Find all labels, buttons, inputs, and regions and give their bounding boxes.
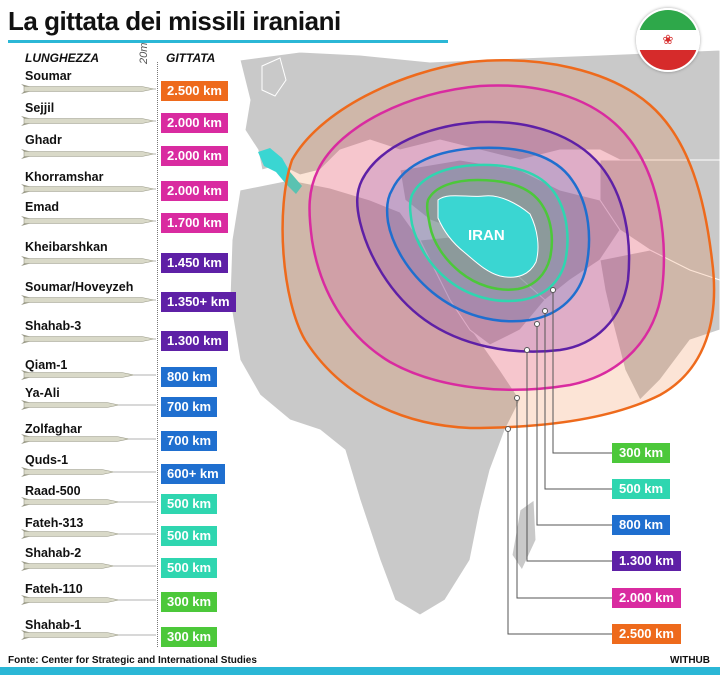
flag-red-stripe <box>638 50 698 70</box>
missile-silhouette <box>21 256 156 266</box>
range-badge: 2.000 km <box>161 181 228 201</box>
ring-label-300km: 300 km <box>612 443 671 463</box>
source-note: Fonte: Center for Strategic and Internat… <box>8 655 257 666</box>
missile-silhouette <box>21 216 156 226</box>
range-badge: 800 km <box>161 367 218 387</box>
dot-1300km <box>524 347 530 353</box>
leader-2500km <box>507 429 612 635</box>
missile-name: Soumar <box>25 69 72 83</box>
europe-landmass <box>239 49 720 176</box>
range-badge: 500 km <box>161 526 218 546</box>
missile-silhouette <box>21 370 156 380</box>
scale-line <box>157 62 158 647</box>
title-rule <box>8 40 448 43</box>
range-badge: 300 km <box>161 592 218 612</box>
missile-silhouette <box>21 149 156 159</box>
ring-label-2000km: 2.000 km <box>612 588 681 608</box>
range-badge: 500 km <box>161 558 218 578</box>
range-badge: 2.000 km <box>161 146 228 166</box>
missile-name: Fateh-313 <box>25 516 84 530</box>
ring-label-2500km: 2.500 km <box>612 624 681 644</box>
range-header: GITTATA <box>166 51 216 65</box>
missile-name: Shahab-1 <box>25 618 82 632</box>
missile-name: Fateh-110 <box>25 582 83 596</box>
missile-silhouette <box>21 561 156 571</box>
missile-name: Kheibarshkan <box>25 240 108 254</box>
missile-name: Raad-500 <box>25 484 81 498</box>
range-badge: 600+ km <box>161 464 225 484</box>
missile-silhouette <box>21 334 156 344</box>
length-header: LUNGHEZZA <box>25 51 99 65</box>
ring-label-1300km: 1.300 km <box>612 551 681 571</box>
range-badge: 1.700 km <box>161 213 228 233</box>
missile-silhouette <box>21 467 156 477</box>
missile-name: Emad <box>25 200 60 214</box>
range-badge: 700 km <box>161 431 218 451</box>
uk-landmass <box>261 57 287 97</box>
missile-name: Sejjil <box>25 101 55 115</box>
missile-silhouette <box>21 400 156 410</box>
ring-label-800km: 800 km <box>612 515 671 535</box>
brand-logo: WITHUB <box>670 655 710 666</box>
italy-highlight <box>258 148 302 194</box>
missile-name: Khorramshar <box>25 170 104 184</box>
missile-silhouette <box>21 529 156 539</box>
ring-label-500km: 500 km <box>612 479 671 499</box>
flag-green-stripe <box>638 10 698 30</box>
missile-silhouettes <box>21 84 156 640</box>
iran-emblem-icon: ❀ <box>662 32 674 47</box>
missile-silhouette <box>21 434 156 444</box>
leader-300km <box>552 290 612 454</box>
dot-2000km <box>514 395 520 401</box>
missile-name: Quds-1 <box>25 453 69 467</box>
range-badge: 300 km <box>161 627 218 647</box>
leader-500km <box>544 311 612 490</box>
missile-silhouette <box>21 630 156 640</box>
madagascar-landmass <box>511 499 537 572</box>
range-badge: 1.450 km <box>161 253 228 273</box>
dot-300km <box>550 287 556 293</box>
dot-800km <box>534 321 540 327</box>
africa-landmass <box>229 179 521 616</box>
flag-white-stripe: ❀ <box>638 30 698 50</box>
missile-name: Ya-Ali <box>25 386 60 400</box>
missile-silhouette <box>21 497 156 507</box>
iran-label: IRAN <box>468 227 505 244</box>
range-badge: 1.300 km <box>161 331 228 351</box>
range-badge: 700 km <box>161 397 218 417</box>
iran-country <box>437 195 539 278</box>
scale-label: 20m <box>138 42 150 64</box>
dot-2500km <box>505 426 511 432</box>
missile-name: Shahab-3 <box>25 319 82 333</box>
range-badge: 2.000 km <box>161 113 228 133</box>
dot-500km <box>542 308 548 314</box>
missile-name: Zolfaghar <box>25 422 82 436</box>
missile-name: Soumar/Hoveyzeh <box>25 280 134 294</box>
missile-name: Ghadr <box>25 133 62 147</box>
leader-800km <box>536 324 612 526</box>
leader-2000km <box>516 398 612 599</box>
missile-name: Shahab-2 <box>25 546 82 560</box>
missile-name: Qiam-1 <box>25 358 68 372</box>
iran-flag: ❀ <box>636 8 700 72</box>
range-badge: 500 km <box>161 494 218 514</box>
missile-silhouette <box>21 295 156 305</box>
missile-silhouette <box>21 84 156 94</box>
leader-lines <box>507 290 612 635</box>
missile-silhouette <box>21 116 156 126</box>
range-badge: 1.350+ km <box>161 292 236 312</box>
page-title: La gittata dei missili iraniani <box>8 6 341 36</box>
leader-dots <box>505 287 556 432</box>
missile-silhouette <box>21 184 156 194</box>
bottom-bar <box>0 667 720 675</box>
range-badge: 2.500 km <box>161 81 228 101</box>
missile-silhouette <box>21 595 156 605</box>
leader-1300km <box>526 350 612 562</box>
